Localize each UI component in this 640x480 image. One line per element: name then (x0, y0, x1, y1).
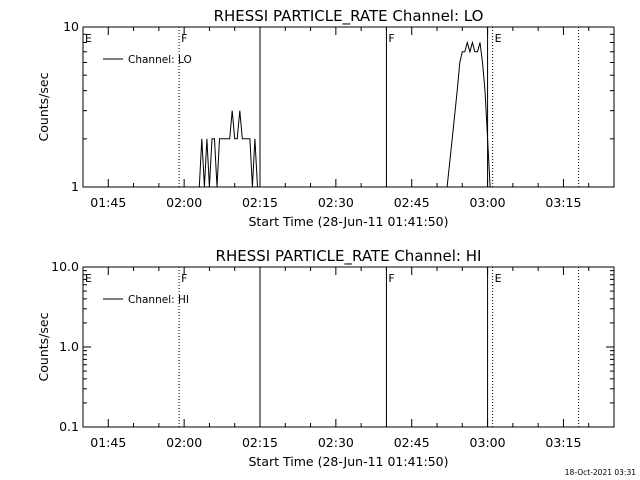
y-tick-label: 1 (71, 179, 79, 194)
y-axis-label: Counts/sec (36, 72, 51, 141)
x-tick-label: 02:30 (318, 435, 354, 450)
plot-frame (82, 26, 615, 188)
series-line (446, 40, 491, 188)
event-marker-label: F (388, 32, 394, 45)
x-tick-label: 02:15 (242, 435, 278, 450)
footer-timestamp: 18-Oct-2021 03:31 (565, 468, 636, 477)
chart-title: RHESSI PARTICLE_RATE Channel: HI (216, 247, 482, 266)
x-tick-label: 01:45 (90, 195, 126, 210)
plot-frame (82, 266, 615, 428)
x-tick-label: 02:00 (166, 435, 202, 450)
event-marker-label: E (495, 272, 502, 285)
x-tick-label: 03:15 (545, 195, 581, 210)
x-tick-label: 03:00 (470, 435, 506, 450)
x-tick-label: 03:15 (545, 435, 581, 450)
series-line (198, 110, 258, 188)
event-marker-label: F (181, 32, 187, 45)
event-marker-label: F (181, 272, 187, 285)
panel-lo: RHESSI PARTICLE_RATE Channel: LO Start Ti… (36, 7, 615, 229)
event-marker-label: E (85, 32, 92, 45)
x-axis-label: Start Time (28-Jun-11 01:41:50) (249, 214, 449, 229)
x-tick-label: 02:30 (318, 195, 354, 210)
chart-title: RHESSI PARTICLE_RATE Channel: LO (214, 7, 484, 26)
event-marker-label: E (495, 32, 502, 45)
x-tick-label: 02:00 (166, 195, 202, 210)
panel-hi: RHESSI PARTICLE_RATE Channel: HI Start Ti… (36, 247, 615, 469)
event-marker-label: F (388, 272, 394, 285)
x-axis-label: Start Time (28-Jun-11 01:41:50) (249, 454, 449, 469)
x-tick-label: 03:00 (470, 195, 506, 210)
y-tick-label: 10.0 (51, 259, 79, 274)
x-tick-label: 01:45 (90, 435, 126, 450)
legend-label: Channel: HI (128, 294, 189, 306)
event-marker-label: E (85, 272, 92, 285)
x-tick-label: 02:45 (394, 435, 430, 450)
y-tick-label: 10 (63, 19, 79, 34)
x-tick-label: 02:45 (394, 195, 430, 210)
x-tick-label: 02:15 (242, 195, 278, 210)
legend-label: Channel: LO (128, 54, 192, 66)
y-axis-label: Counts/sec (36, 312, 51, 381)
y-tick-label: 1.0 (59, 339, 79, 354)
y-tick-label: 0.1 (59, 419, 79, 434)
